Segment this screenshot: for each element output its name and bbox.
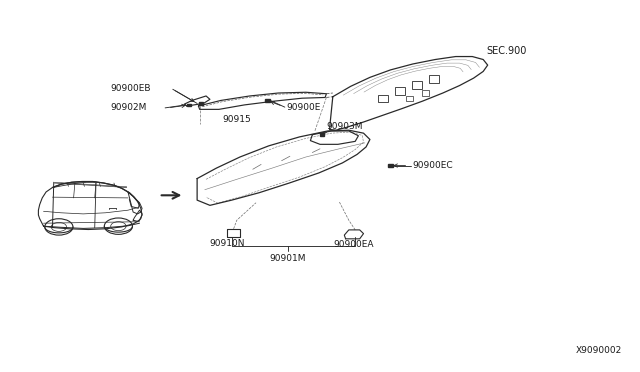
Text: 90900EC: 90900EC [412,161,452,170]
Text: 90900EB: 90900EB [111,84,151,93]
Bar [187,104,191,106]
Bar [388,164,393,167]
Text: SEC.900: SEC.900 [486,46,527,56]
Bar [198,102,204,105]
Text: X9090002: X9090002 [576,346,622,355]
Bar [412,81,422,89]
Text: 90910N: 90910N [209,239,245,248]
Text: 90915: 90915 [223,115,251,124]
Text: 90903M: 90903M [326,122,363,131]
Bar [406,96,413,101]
Bar [265,99,270,102]
Text: 90900EA: 90900EA [333,240,374,249]
Bar [378,95,388,102]
Bar [422,90,429,96]
Bar [429,75,439,83]
Text: 90902M: 90902M [111,103,147,112]
Text: 90900E: 90900E [287,103,321,112]
Bar [395,87,405,95]
Text: 90901M: 90901M [269,254,307,263]
Bar [320,133,324,136]
